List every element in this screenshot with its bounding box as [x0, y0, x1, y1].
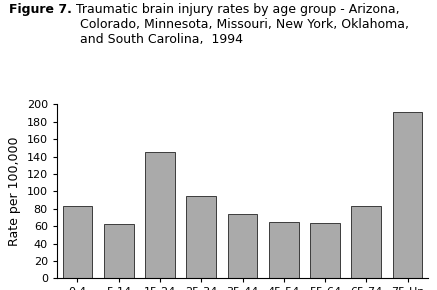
- Bar: [269, 222, 298, 278]
- Bar: [145, 152, 175, 278]
- Bar: [310, 223, 340, 278]
- Text: Figure 7.: Figure 7.: [9, 3, 72, 16]
- Text: Traumatic brain injury rates by age group - Arizona,: Traumatic brain injury rates by age grou…: [68, 3, 399, 16]
- Bar: [228, 214, 257, 278]
- Text: Colorado, Minnesota, Missouri, New York, Oklahoma,
   and South Carolina,  1994: Colorado, Minnesota, Missouri, New York,…: [68, 3, 409, 46]
- Bar: [62, 206, 92, 278]
- Bar: [393, 112, 423, 278]
- Bar: [187, 196, 216, 278]
- Y-axis label: Rate per 100,000: Rate per 100,000: [8, 137, 21, 246]
- Bar: [351, 206, 381, 278]
- Bar: [104, 224, 134, 278]
